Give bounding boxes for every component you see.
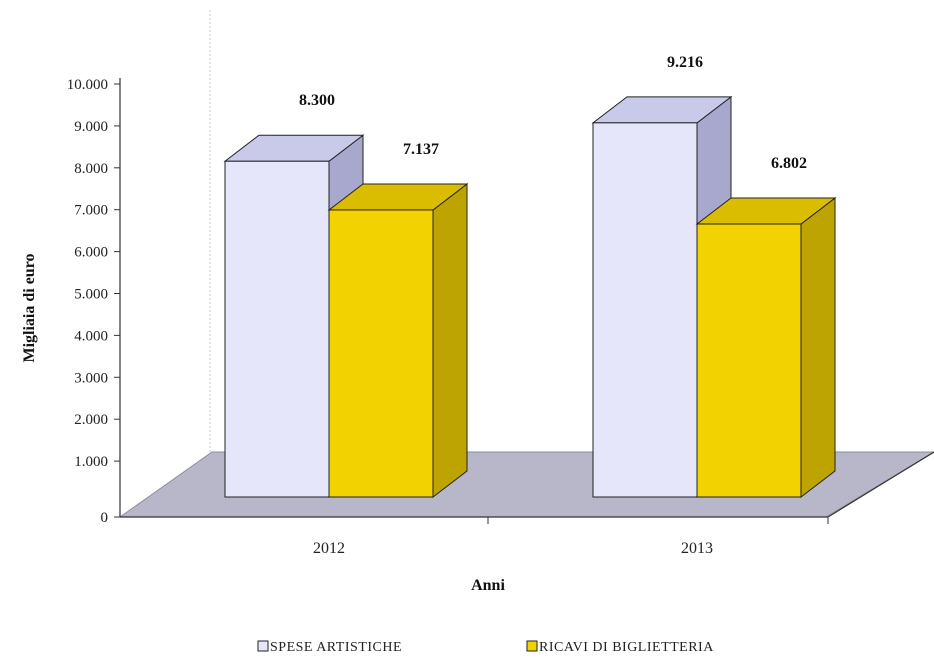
y-tick-label: 3.000 xyxy=(74,370,108,386)
y-tick-label: 4.000 xyxy=(74,328,108,344)
legend-item-spese-artistiche: SPESE ARTISTICHE xyxy=(257,640,402,655)
legend-swatch xyxy=(526,640,538,652)
bar-ricavi-di-biglietteria-2012-side xyxy=(432,182,468,499)
y-tick-label: 1.000 xyxy=(74,454,108,470)
bar-ricavi-di-biglietteria-2013-side xyxy=(800,196,836,499)
y-tick-label: 5.000 xyxy=(74,287,108,303)
y-tick-label: 10.000 xyxy=(67,77,108,93)
bar-ricavi-di-biglietteria-2013 xyxy=(695,196,837,499)
value-label-spese-artistiche-2013: 9.216 xyxy=(667,54,703,71)
x-axis-title: Anni xyxy=(471,577,505,594)
legend-label: RICAVI DI BIGLIETTERIA xyxy=(539,640,714,655)
y-tick-label: 8.000 xyxy=(74,161,108,177)
y-tick-label: 9.000 xyxy=(74,119,108,135)
chart-label-layer: 2012 8.300 7.137 2013 9.216 6.802 xyxy=(299,54,807,557)
y-tick-label: 7.000 xyxy=(74,203,108,219)
legend-swatch xyxy=(257,640,269,652)
bar-ricavi-di-biglietteria-2013-front xyxy=(696,223,802,498)
value-label-spese-artistiche-2012: 8.300 xyxy=(299,92,335,109)
floor-edge-line xyxy=(827,451,934,518)
y-tick-label: 6.000 xyxy=(74,245,108,261)
bar-spese-artistiche-2012-front xyxy=(224,160,330,498)
chart-axis-layer: 0 1.000 2.000 3.000 4.000 5.000 6.000 7.000 8.00… xyxy=(67,10,934,526)
value-label-ricavi-di-biglietteria-2012: 7.137 xyxy=(403,141,439,158)
chart-bar-layer xyxy=(223,95,837,499)
y-tick-label: 0 xyxy=(101,510,109,526)
legend-label: SPESE ARTISTICHE xyxy=(270,640,402,655)
bar-ricavi-di-biglietteria-2012-front xyxy=(328,209,434,498)
bar-spese-artistiche-2013 xyxy=(591,95,733,499)
chart-legend: SPESE ARTISTICHE RICAVI DI BIGLIETTERIA xyxy=(257,640,714,655)
bar-ricavi-di-biglietteria-2012 xyxy=(327,182,469,499)
value-label-ricavi-di-biglietteria-2013: 6.802 xyxy=(771,155,807,172)
bar-spese-artistiche-2013-front xyxy=(592,122,698,498)
legend-item-ricavi-di-biglietteria: RICAVI DI BIGLIETTERIA xyxy=(526,640,714,655)
y-tick-label: 2.000 xyxy=(74,412,108,428)
y-axis-title: Migliaia di euro xyxy=(21,253,38,362)
x-tick-label-2012: 2012 xyxy=(313,540,345,557)
x-tick-label-2013: 2013 xyxy=(681,540,713,557)
